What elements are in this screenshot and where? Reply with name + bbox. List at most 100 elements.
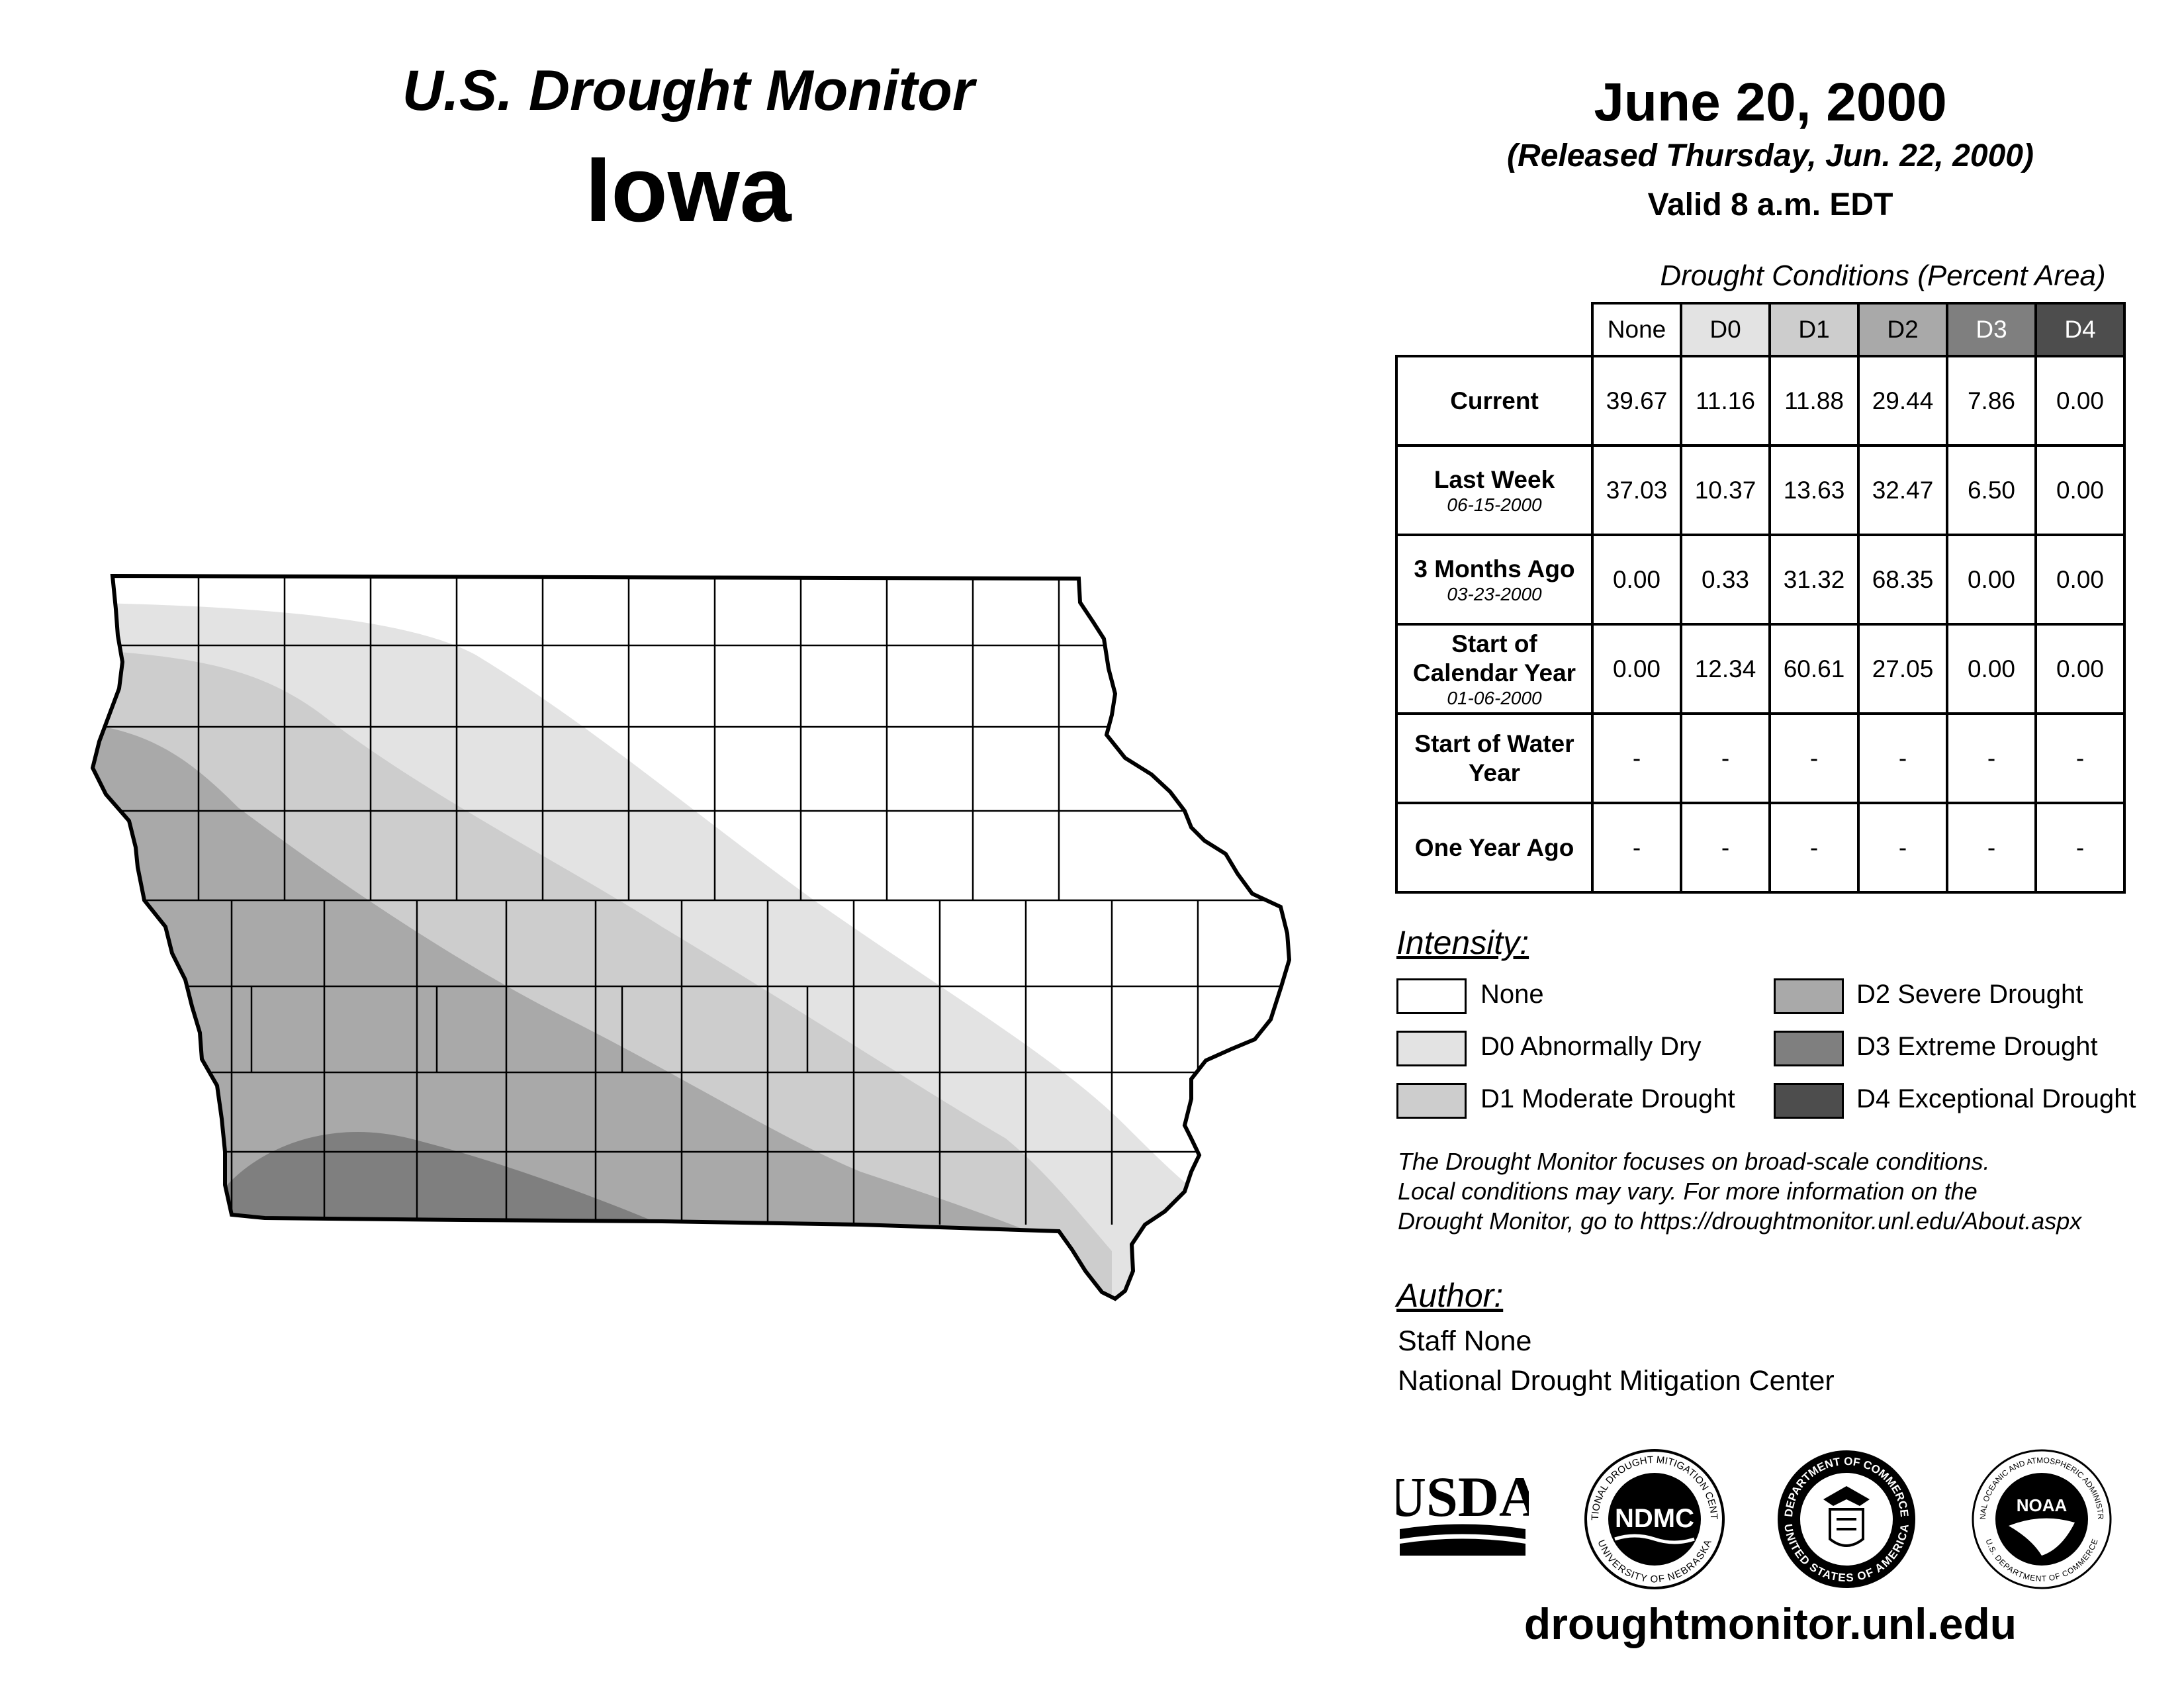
ndmc-logo: NATIONAL DROUGHT MITIGATION CENTER UNIVE… <box>1582 1446 1725 1589</box>
legend-label-none: None <box>1480 980 1544 1009</box>
legend-label-d0: D0 Abnormally Dry <box>1480 1032 1702 1061</box>
row-label-text: 3 Months Ago <box>1414 555 1575 583</box>
legend-label-d3: D3 Extreme Drought <box>1856 1032 2098 1061</box>
note-line: The Drought Monitor focuses on broad-sca… <box>1398 1148 1990 1175</box>
note-line: Drought Monitor, go to https://droughtmo… <box>1398 1207 2082 1235</box>
table-cell: - <box>1946 802 2037 894</box>
table-cell: 11.88 <box>1768 355 1860 447</box>
table-row: Start of Calendar Year 01-06-2000 0.00 12… <box>1395 623 2126 715</box>
noaa-logo-text: NOAA <box>2017 1495 2068 1515</box>
table-cell: 68.35 <box>1857 534 1948 626</box>
row-label-text: Start of Calendar Year <box>1412 630 1576 686</box>
table-cell: 29.44 <box>1857 355 1948 447</box>
legend-label-d1: D1 Moderate Drought <box>1480 1084 1735 1113</box>
table-cell: 0.00 <box>1946 623 2037 715</box>
conditions-table: None D0 D1 D2 D3 D4 Current 39.67 11.16 … <box>1395 302 2126 894</box>
row-label: Current <box>1395 355 1594 447</box>
row-label-text: One Year Ago <box>1414 833 1574 861</box>
table-row: Current 39.67 11.16 11.88 29.44 7.86 0.0… <box>1395 355 2126 447</box>
table-cell: - <box>1857 712 1948 804</box>
row-label: Start of Calendar Year 01-06-2000 <box>1395 623 1594 715</box>
row-label-text: Start of Water Year <box>1414 729 1574 786</box>
eagle-icon <box>1823 1486 1870 1506</box>
legend-swatch-d0 <box>1396 1031 1467 1066</box>
table-cell: 39.67 <box>1591 355 1682 447</box>
table-row: Start of Water Year - - - - - - <box>1395 712 2126 804</box>
table-cell: 6.50 <box>1946 444 2037 536</box>
table-cell: - <box>1680 802 1771 894</box>
table-cell: - <box>1857 802 1948 894</box>
table-row: One Year Ago - - - - - - <box>1395 802 2126 894</box>
usda-logo-text: USDA <box>1396 1465 1529 1528</box>
usda-logo: USDA <box>1396 1465 1529 1556</box>
table-cell: 0.00 <box>2034 444 2126 536</box>
table-cell: 31.32 <box>1768 534 1860 626</box>
map-title: U.S. Drought Monitor <box>402 59 975 122</box>
table-cell: 0.33 <box>1680 534 1771 626</box>
table-cell: 37.03 <box>1591 444 1682 536</box>
conditions-title: Drought Conditions (Percent Area) <box>1660 259 2106 292</box>
table-cell: 13.63 <box>1768 444 1860 536</box>
row-date: 01-06-2000 <box>1447 687 1542 708</box>
table-cell: 12.34 <box>1680 623 1771 715</box>
state-outline <box>90 573 1292 1301</box>
col-header: None <box>1591 302 1682 357</box>
legend-swatch-d4 <box>1774 1083 1844 1119</box>
table-cell: 7.86 <box>1946 355 2037 447</box>
table-cell: 32.47 <box>1857 444 1948 536</box>
table-row: Last Week 06-15-2000 37.03 10.37 13.63 32… <box>1395 444 2126 536</box>
row-date: 03-23-2000 <box>1447 583 1542 604</box>
state-name: Iowa <box>585 137 792 241</box>
note-line: Local conditions may vary. For more info… <box>1398 1178 1978 1205</box>
table-corner <box>1396 303 1594 357</box>
row-label-text: Current <box>1450 387 1539 414</box>
legend-label-d2: D2 Severe Drought <box>1856 980 2083 1009</box>
legend-swatch-d3 <box>1774 1031 1844 1066</box>
table-cell: - <box>1591 712 1682 804</box>
table-cell: 11.16 <box>1680 355 1771 447</box>
legend-swatch-none <box>1396 978 1467 1014</box>
row-label: 3 Months Ago 03-23-2000 <box>1395 534 1594 626</box>
table-cell: 0.00 <box>2034 534 2126 626</box>
col-header: D3 <box>1946 302 2037 357</box>
website-url[interactable]: droughtmonitor.unl.edu <box>1524 1599 2017 1648</box>
col-header: D2 <box>1857 302 1948 357</box>
table-header-row: None D0 D1 D2 D3 D4 <box>1396 302 2126 357</box>
county-lines <box>93 576 1289 1225</box>
release-date: (Released Thursday, Jun. 22, 2000) <box>1507 138 2034 173</box>
legend-swatch-d1 <box>1396 1083 1467 1119</box>
iowa-drought-map <box>90 573 1292 1301</box>
table-cell: - <box>2034 712 2126 804</box>
col-header: D4 <box>2034 302 2126 357</box>
author-name: Staff None <box>1398 1325 1532 1357</box>
table-cell: - <box>1768 712 1860 804</box>
row-label: Start of Water Year <box>1395 712 1594 804</box>
author-heading: Author: <box>1396 1277 1504 1314</box>
ndmc-logo-text: NDMC <box>1615 1504 1694 1533</box>
table-cell: 10.37 <box>1680 444 1771 536</box>
intensity-title: Intensity: <box>1396 924 1529 961</box>
table-cell: 0.00 <box>2034 623 2126 715</box>
legend-swatch-d2 <box>1774 978 1844 1014</box>
author-org: National Drought Mitigation Center <box>1398 1365 1835 1397</box>
col-header: D0 <box>1680 302 1771 357</box>
row-label-text: Last Week <box>1433 465 1555 493</box>
row-label: One Year Ago <box>1395 802 1594 894</box>
legend-label-d4: D4 Exceptional Drought <box>1856 1084 2136 1113</box>
map-date: June 20, 2000 <box>1594 72 1947 132</box>
col-header: D1 <box>1768 302 1860 357</box>
valid-time: Valid 8 a.m. EDT <box>1647 187 1893 222</box>
table-cell: - <box>1946 712 2037 804</box>
bird-icon <box>2009 1518 2075 1556</box>
table-cell: 0.00 <box>1946 534 2037 626</box>
table-cell: - <box>1768 802 1860 894</box>
table-cell: 27.05 <box>1857 623 1948 715</box>
table-cell: 0.00 <box>1591 623 1682 715</box>
commerce-seal: DEPARTMENT OF COMMERCE UNITED STATES OF … <box>1778 1450 1915 1588</box>
row-label: Last Week 06-15-2000 <box>1395 444 1594 536</box>
noaa-logo: NATIONAL OCEANIC AND ATMOSPHERIC ADMINIS… <box>1969 1446 2112 1589</box>
table-cell: - <box>1680 712 1771 804</box>
table-row: 3 Months Ago 03-23-2000 0.00 0.33 31.32 6… <box>1395 534 2126 626</box>
table-cell: - <box>1591 802 1682 894</box>
table-cell: 0.00 <box>1591 534 1682 626</box>
